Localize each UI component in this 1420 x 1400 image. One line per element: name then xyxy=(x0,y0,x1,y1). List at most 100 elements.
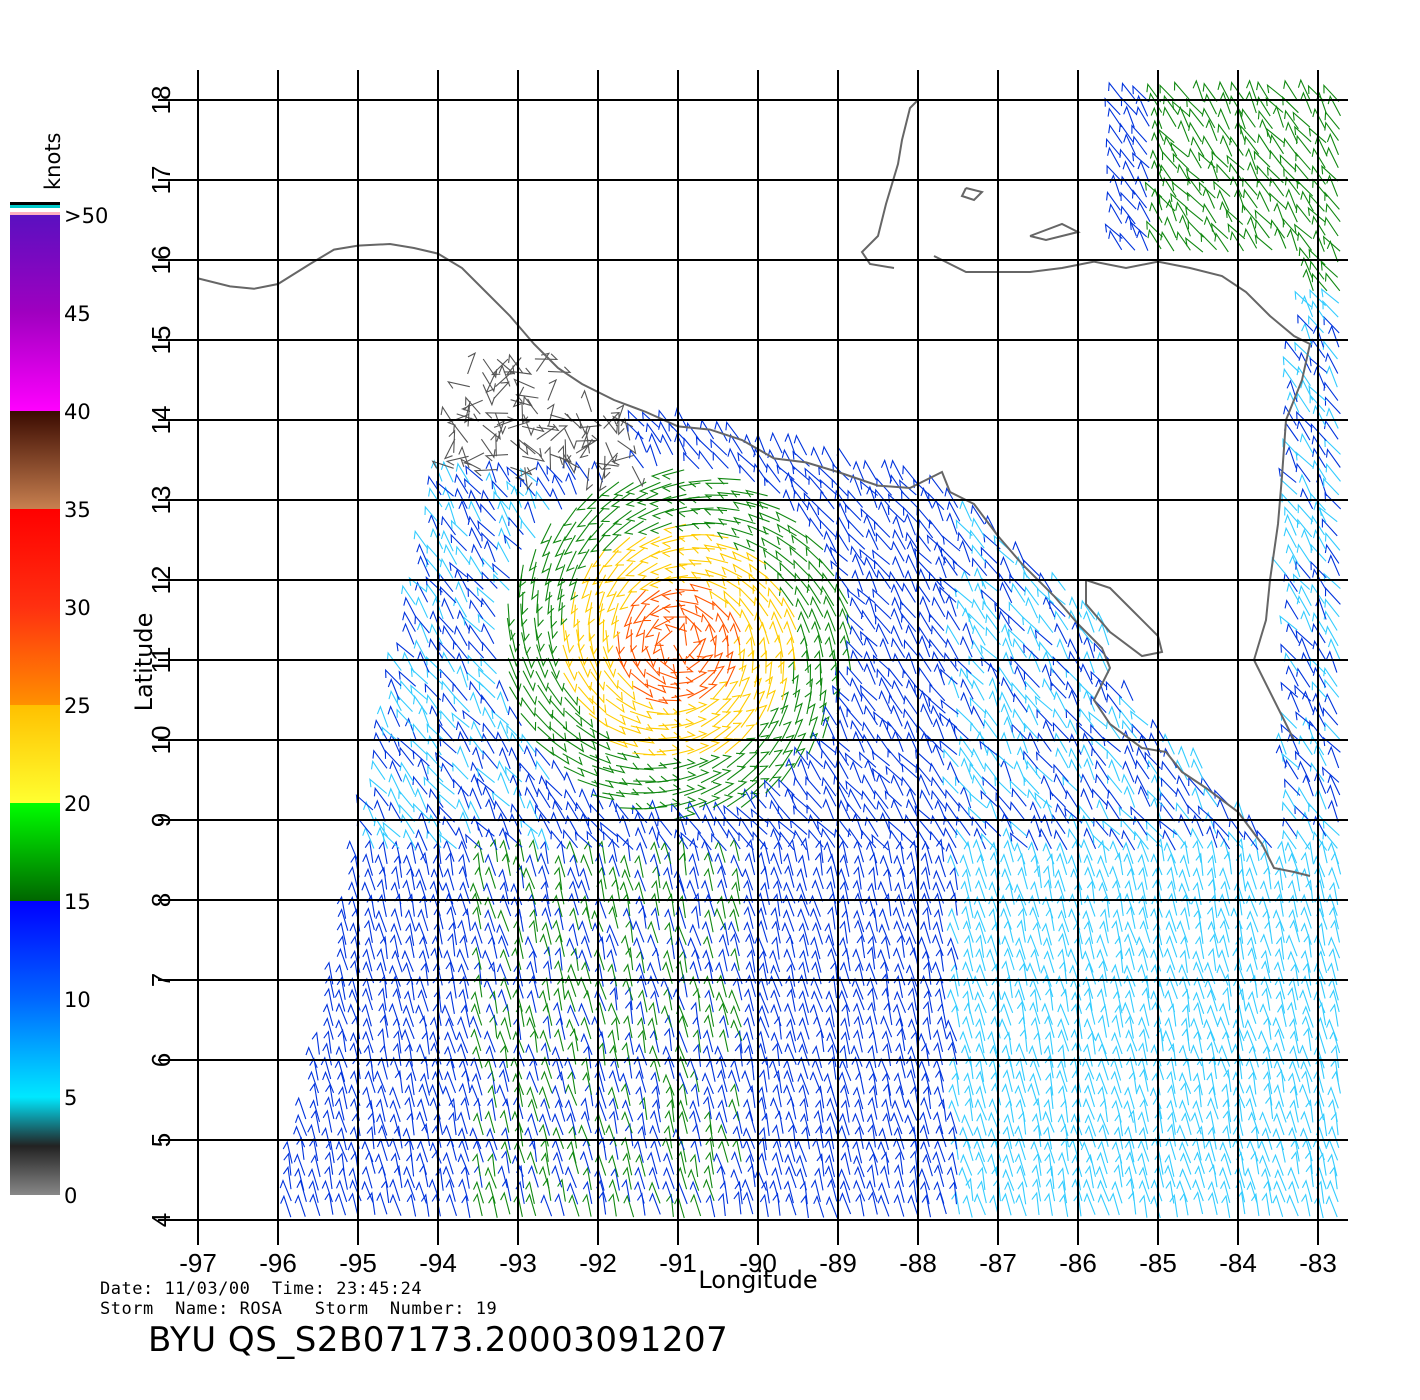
wind-barb xyxy=(373,1070,387,1093)
wind-barb xyxy=(859,630,878,647)
wind-barb xyxy=(402,854,415,877)
wind-barb xyxy=(1295,451,1314,468)
wind-barb xyxy=(1110,974,1121,999)
wind-barb xyxy=(1082,1178,1095,1202)
wind-barb xyxy=(491,709,510,726)
wind-barb xyxy=(799,949,810,973)
wind-barb xyxy=(501,852,511,876)
wind-barb xyxy=(637,522,659,536)
wind-barb xyxy=(839,1058,852,1082)
wind-barb xyxy=(743,1098,754,1122)
wind-barb xyxy=(645,696,669,705)
wind-barb xyxy=(563,672,578,694)
wind-barb xyxy=(1294,750,1312,768)
wind-barb xyxy=(515,394,539,402)
wind-barb xyxy=(570,591,579,615)
wind-barb xyxy=(796,623,808,647)
wind-barb xyxy=(574,801,590,822)
wind-barb xyxy=(806,583,821,604)
wind-barb xyxy=(1131,189,1148,209)
wind-barb xyxy=(962,1194,973,1218)
wind-barb xyxy=(963,948,974,972)
wind-barb xyxy=(540,1070,553,1093)
wind-barb xyxy=(531,577,539,601)
wind-barb xyxy=(1312,178,1328,197)
wind-barb xyxy=(920,1140,932,1163)
wind-barb xyxy=(1188,121,1202,143)
wind-barb xyxy=(663,949,674,973)
wind-barb xyxy=(933,908,944,932)
wind-barb xyxy=(939,586,957,603)
wind-barb xyxy=(852,730,865,753)
wind-barb xyxy=(1041,1002,1053,1025)
wind-barb xyxy=(348,881,360,904)
wind-barb xyxy=(1003,715,1015,739)
wind-barb xyxy=(875,622,889,645)
wind-barb xyxy=(1144,751,1161,769)
wind-barb xyxy=(597,1137,607,1161)
wind-barb xyxy=(322,1042,333,1066)
wind-barb xyxy=(584,590,593,614)
wind-barb xyxy=(617,672,634,691)
wind-barb xyxy=(730,1019,743,1042)
wind-barb xyxy=(1311,435,1326,456)
wind-barb xyxy=(1192,881,1202,905)
wind-barb xyxy=(401,584,416,605)
wind-barb xyxy=(446,1057,457,1081)
wind-barb xyxy=(1291,868,1301,892)
wind-barb xyxy=(604,724,626,736)
wind-barb xyxy=(700,712,721,728)
wind-barb xyxy=(1206,1071,1216,1096)
wind-barb xyxy=(713,1152,726,1175)
wind-barb xyxy=(1200,232,1217,251)
wind-barb xyxy=(965,1055,974,1080)
wind-barb xyxy=(715,612,729,634)
wind-barb xyxy=(892,515,904,538)
wind-barb xyxy=(1246,921,1257,945)
wind-barb xyxy=(535,629,545,653)
wind-barb xyxy=(719,552,742,562)
wind-barb xyxy=(893,1072,904,1096)
wind-barb xyxy=(590,803,607,822)
wind-barb xyxy=(962,990,971,1014)
wind-barb xyxy=(392,987,403,1012)
wind-barb xyxy=(481,571,498,589)
wind-barb xyxy=(553,1001,564,1025)
wind-barb xyxy=(498,1068,509,1092)
wind-barb xyxy=(1000,555,1013,579)
wind-barb xyxy=(761,1112,770,1136)
wind-barb xyxy=(877,948,889,972)
wind-barb xyxy=(521,656,535,679)
wind-barb xyxy=(1146,82,1162,103)
wind-barb xyxy=(1285,200,1298,223)
wind-barb xyxy=(1085,961,1097,985)
wind-barb xyxy=(1169,1193,1178,1218)
wind-barb xyxy=(1256,95,1271,117)
wind-barb xyxy=(826,1111,838,1135)
wind-barb xyxy=(890,624,904,647)
wind-barb xyxy=(865,1015,876,1039)
wind-barb xyxy=(752,664,761,688)
wind-barb xyxy=(600,506,619,523)
wind-barb xyxy=(733,1190,742,1215)
wind-barb xyxy=(905,531,920,552)
wind-barb xyxy=(414,841,427,864)
wind-barb xyxy=(1266,127,1285,144)
wind-barb xyxy=(664,574,688,584)
wind-barb xyxy=(783,1059,794,1083)
wind-barb xyxy=(770,964,783,987)
wind-barb xyxy=(1243,227,1258,249)
wind-barb xyxy=(1046,1165,1055,1189)
wind-barb xyxy=(1056,895,1067,919)
wind-barb xyxy=(456,892,468,916)
wind-barb xyxy=(1193,1072,1203,1096)
wind-barb xyxy=(619,881,631,904)
wind-barb xyxy=(1324,721,1341,740)
wind-barb xyxy=(698,654,714,674)
wind-barb xyxy=(1191,786,1203,810)
wind-barb xyxy=(771,1124,782,1148)
wind-barb xyxy=(877,1140,890,1163)
wind-barb xyxy=(793,718,804,741)
wind-barb xyxy=(644,683,667,694)
